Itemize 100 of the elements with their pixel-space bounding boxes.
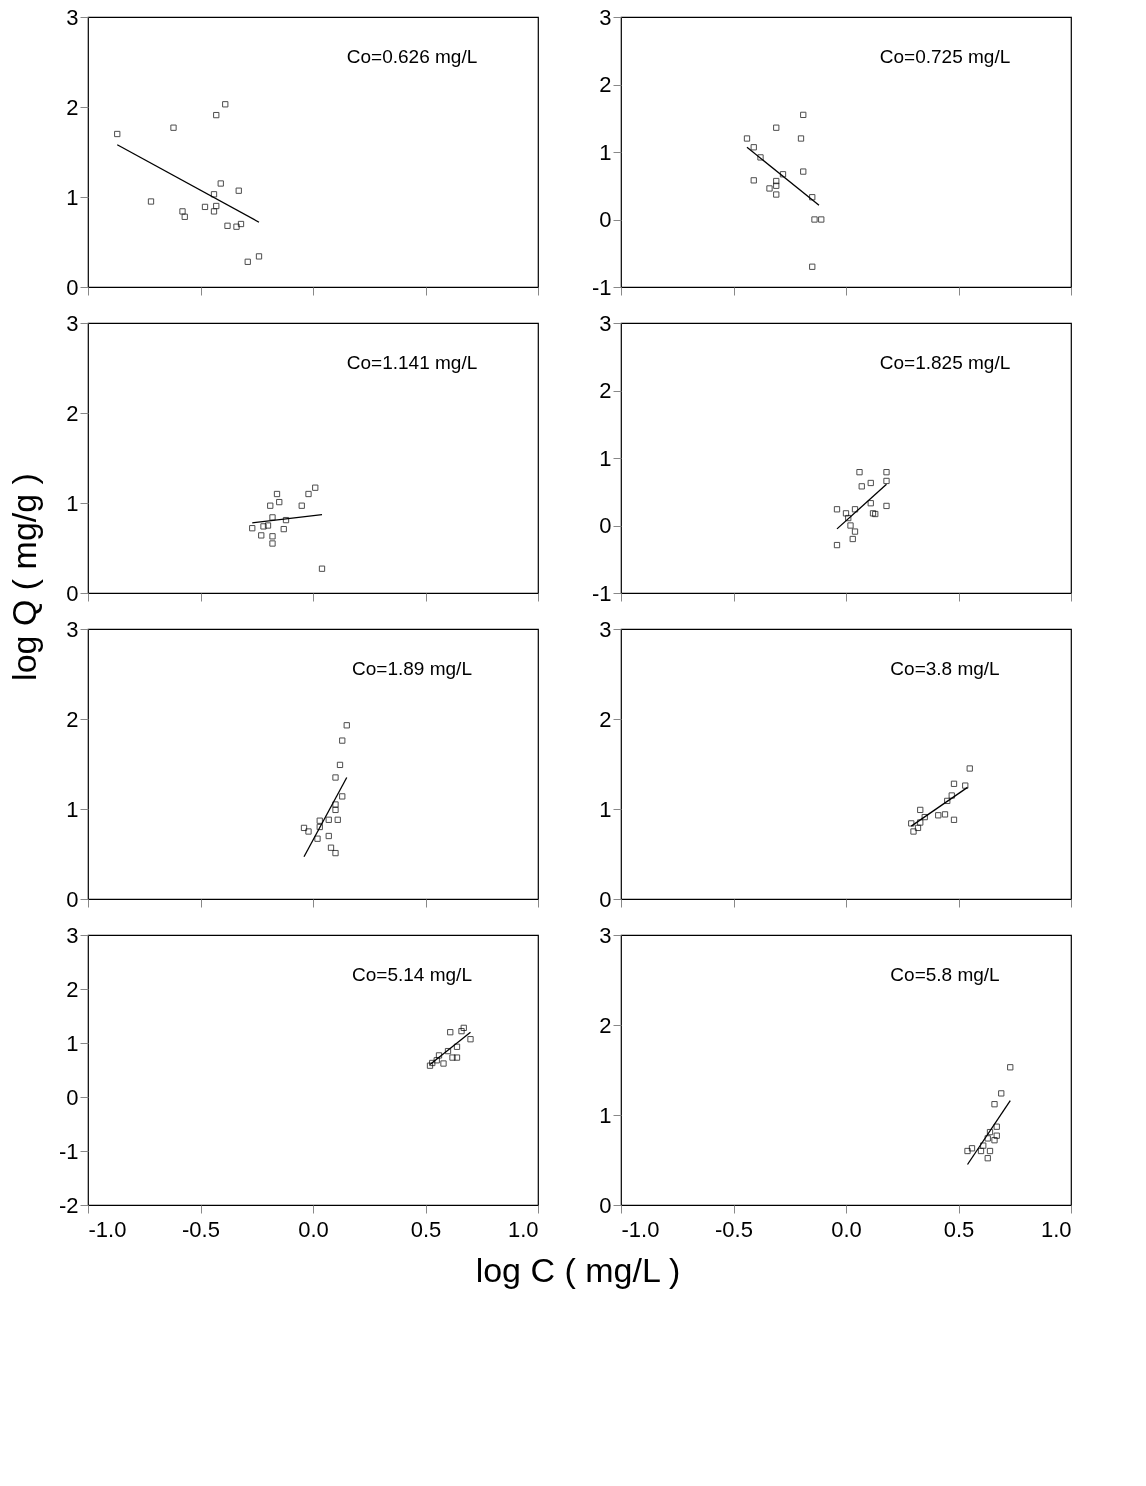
y-tick-label: 0	[599, 207, 612, 232]
point	[811, 216, 818, 223]
annotation: Co=5.14 mg/L	[352, 964, 472, 985]
y-tick-label: 1	[599, 1102, 612, 1128]
point	[233, 223, 240, 230]
y-tick-label: 2	[599, 72, 612, 97]
point	[210, 208, 218, 215]
annotation: Co=1.825 mg/L	[879, 352, 1011, 373]
point	[856, 469, 863, 476]
point	[332, 849, 339, 857]
point	[213, 111, 220, 119]
y-tick-label: 2	[66, 976, 79, 1002]
x-tick-label: -0.5	[715, 1216, 753, 1242]
point	[950, 816, 958, 823]
point	[851, 506, 859, 513]
annotation: Co=0.626 mg/L	[346, 46, 478, 67]
y-tick-label: -1	[591, 580, 612, 606]
point	[921, 813, 928, 821]
point	[332, 774, 339, 781]
point	[773, 191, 780, 198]
point	[883, 477, 890, 485]
point	[269, 514, 276, 521]
x-tick-label: 0.0	[298, 1216, 329, 1242]
point	[336, 761, 344, 769]
point	[339, 793, 346, 800]
point	[818, 216, 825, 223]
point	[339, 737, 346, 744]
point	[944, 797, 951, 805]
point	[750, 144, 757, 151]
x-axis-title: log C ( mg/L )	[475, 1251, 681, 1289]
x-tick-label: 0.5	[410, 1216, 442, 1242]
point	[316, 823, 323, 831]
point	[312, 484, 319, 491]
y-tick-label: 2	[599, 378, 612, 403]
point	[935, 812, 942, 819]
point	[797, 135, 805, 142]
point	[213, 202, 220, 210]
point	[743, 135, 751, 142]
point	[858, 483, 865, 490]
y-tick-label: 0	[66, 1084, 79, 1110]
point	[264, 522, 272, 529]
y-tick-label: 1	[66, 184, 79, 210]
annotation: Co=3.8 mg/L	[890, 658, 1000, 679]
y-tick-label: 0	[66, 274, 79, 300]
y-tick-label: 1	[599, 139, 612, 165]
point	[327, 844, 335, 851]
y-tick-label: 3	[599, 616, 612, 642]
point	[851, 528, 859, 535]
point	[917, 806, 924, 814]
y-tick-label: -1	[58, 1138, 79, 1164]
y-tick-label: 2	[599, 1012, 612, 1038]
point	[305, 490, 312, 498]
annotation: Co=1.141 mg/L	[346, 352, 478, 373]
point	[867, 500, 874, 507]
point	[941, 811, 949, 818]
point	[757, 154, 764, 161]
point	[244, 258, 251, 265]
y-tick-label: 2	[66, 706, 79, 732]
point	[910, 828, 917, 835]
point	[809, 194, 816, 201]
point	[779, 171, 787, 178]
point	[179, 208, 186, 215]
x-tick-label: -0.5	[182, 1216, 220, 1242]
point	[298, 502, 305, 509]
y-tick-label: 3	[66, 310, 79, 336]
y-tick-label: 3	[66, 4, 79, 30]
y-tick-label: 1	[66, 796, 79, 822]
point	[750, 177, 757, 184]
point	[325, 816, 332, 823]
y-tick-label: 2	[66, 400, 79, 426]
point	[773, 124, 780, 131]
annotation: Co=5.8 mg/L	[890, 964, 1000, 985]
point	[950, 780, 958, 787]
point	[255, 253, 263, 260]
y-tick-label: 0	[599, 1192, 612, 1218]
point	[809, 263, 816, 270]
point	[273, 490, 281, 498]
point	[867, 479, 874, 487]
point	[269, 533, 276, 540]
y-tick-label: 0	[599, 513, 612, 538]
x-tick-label: -1.0	[88, 1216, 127, 1242]
y-tick-label: 1	[599, 445, 612, 471]
point	[224, 222, 231, 229]
x-tick-label: 0.5	[943, 1216, 975, 1242]
point	[917, 819, 924, 826]
y-tick-label: 1	[66, 490, 79, 516]
point	[222, 101, 229, 108]
y-tick-label: 1	[599, 796, 612, 822]
point	[914, 824, 922, 832]
point	[800, 111, 807, 119]
y-tick-label: 3	[599, 4, 612, 30]
point	[966, 765, 973, 772]
x-tick-label: 0.0	[831, 1216, 862, 1242]
point	[318, 565, 326, 572]
y-tick-label: 0	[66, 580, 79, 606]
annotation: Co=1.89 mg/L	[352, 658, 472, 679]
point	[948, 792, 955, 799]
point	[249, 525, 256, 532]
point	[842, 510, 850, 517]
point	[170, 124, 177, 131]
